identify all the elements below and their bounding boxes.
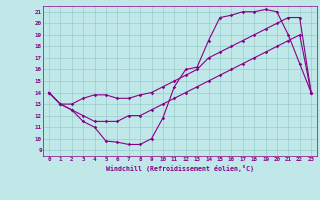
X-axis label: Windchill (Refroidissement éolien,°C): Windchill (Refroidissement éolien,°C)	[106, 165, 254, 172]
